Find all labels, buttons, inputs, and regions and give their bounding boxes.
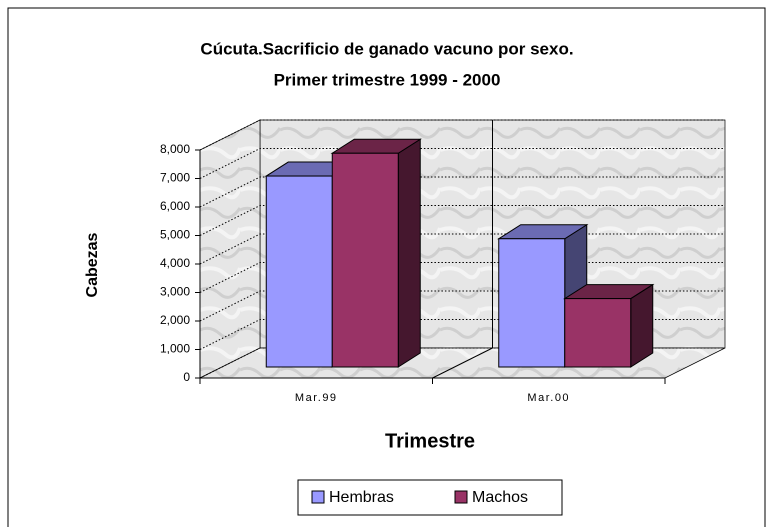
legend-label: Hembras	[329, 489, 394, 506]
y-tick-label: 2,000	[160, 313, 190, 327]
grid-line	[199, 347, 725, 379]
side-wall	[199, 119, 261, 379]
chart-title: Cúcuta.Sacrificio de ganado vacuno por s…	[200, 39, 573, 58]
bar	[498, 238, 566, 368]
y-tick-label: 7,000	[160, 171, 190, 185]
grid-line	[199, 262, 725, 293]
y-tick-label: 5,000	[160, 228, 190, 242]
y-tick-label: 8,000	[160, 142, 190, 156]
x-tick-label: Mar.00	[527, 392, 570, 404]
grid-line	[199, 233, 725, 265]
grid-line	[199, 319, 725, 350]
legend-label: Machos	[472, 489, 528, 506]
legend	[297, 479, 563, 516]
bar	[564, 298, 632, 368]
category-divider	[432, 347, 493, 379]
x-tick-label: Mar.99	[295, 392, 338, 404]
chart-subtitle: Primer trimestre 1999 - 2000	[274, 70, 501, 89]
grid-line	[199, 290, 725, 322]
grid-line	[199, 119, 725, 151]
bar-side	[397, 138, 421, 368]
grid-line	[199, 176, 725, 208]
legend-swatch	[454, 490, 468, 504]
bar	[265, 175, 333, 368]
y-tick-label: 6,000	[160, 199, 190, 213]
y-tick-label: 1,000	[160, 342, 190, 356]
grid-line	[199, 148, 725, 179]
y-axis-label: Cabezas	[84, 232, 101, 297]
legend-swatch	[311, 490, 325, 504]
y-tick-label: 4,000	[160, 256, 190, 270]
y-tick-label: 0	[183, 370, 190, 384]
bar	[331, 152, 399, 368]
grid-line	[199, 205, 725, 236]
y-tick-label: 3,000	[160, 285, 190, 299]
x-axis-label: Trimestre	[385, 430, 475, 452]
